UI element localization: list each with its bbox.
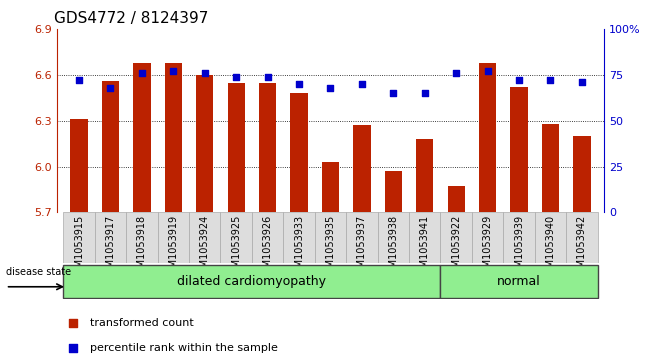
Text: GSM1053925: GSM1053925 (231, 215, 241, 280)
Bar (511, 87, 527, 212)
Text: GSM1053940: GSM1053940 (546, 215, 556, 280)
Point (451, 70, 462, 76)
Point (356, 81, 367, 87)
Bar (126, 212, 158, 263)
Text: GSM1053919: GSM1053919 (168, 215, 178, 280)
Point (325, 85, 336, 91)
Text: GSM1053929: GSM1053929 (482, 215, 493, 280)
Point (105, 85, 116, 91)
Bar (259, 82, 276, 212)
Bar (503, 212, 535, 263)
Point (474, 229, 485, 235)
Bar (479, 63, 497, 212)
Bar (566, 212, 598, 263)
Bar (440, 265, 598, 298)
Text: percentile rank within the sample: percentile rank within the sample (90, 343, 278, 353)
Text: GSM1053937: GSM1053937 (357, 215, 367, 280)
Bar (440, 212, 472, 263)
Bar (134, 63, 150, 212)
Bar (63, 265, 440, 298)
Point (262, 74, 273, 79)
Point (388, 90, 399, 96)
Point (168, 68, 178, 74)
Bar (416, 139, 433, 212)
Bar (227, 82, 245, 212)
Point (136, 70, 147, 76)
Bar (102, 81, 119, 212)
Point (545, 77, 556, 83)
Bar (378, 212, 409, 263)
Text: GSM1053933: GSM1053933 (294, 215, 304, 280)
Point (74, 77, 85, 83)
Bar (322, 162, 339, 212)
Text: GSM1053942: GSM1053942 (577, 215, 587, 280)
Bar (573, 136, 590, 212)
Text: normal: normal (497, 275, 541, 288)
Point (199, 70, 210, 76)
Text: GSM1053922: GSM1053922 (451, 215, 461, 280)
Bar (291, 93, 308, 212)
Bar (448, 186, 465, 212)
Bar (409, 212, 440, 263)
Point (294, 81, 305, 87)
Point (474, 0, 485, 4)
Point (419, 90, 430, 96)
Bar (353, 125, 370, 212)
Text: GSM1053924: GSM1053924 (200, 215, 210, 280)
Text: GSM1053917: GSM1053917 (105, 215, 115, 280)
Bar (472, 212, 503, 263)
Bar (158, 212, 189, 263)
Bar (315, 212, 346, 263)
Text: transformed count: transformed count (90, 318, 194, 328)
Text: GSM1053915: GSM1053915 (74, 215, 84, 280)
Point (231, 74, 242, 79)
Text: disease state: disease state (5, 267, 70, 277)
Bar (164, 63, 182, 212)
Bar (541, 124, 559, 212)
Bar (221, 212, 252, 263)
Text: GSM1053918: GSM1053918 (137, 215, 147, 280)
Text: GSM1053935: GSM1053935 (325, 215, 336, 280)
Text: GSM1053941: GSM1053941 (420, 215, 429, 280)
Bar (283, 212, 315, 263)
Bar (95, 212, 126, 263)
Point (482, 68, 493, 74)
Bar (189, 212, 221, 263)
Point (576, 79, 587, 85)
Text: GDS4772 / 8124397: GDS4772 / 8124397 (54, 12, 209, 26)
Text: dilated cardiomyopathy: dilated cardiomyopathy (177, 275, 326, 288)
Bar (252, 212, 283, 263)
Point (514, 77, 525, 83)
Bar (535, 212, 566, 263)
Bar (346, 212, 378, 263)
Bar (196, 75, 213, 212)
Text: GSM1053938: GSM1053938 (389, 215, 399, 280)
Text: GSM1053926: GSM1053926 (262, 215, 272, 280)
Bar (384, 171, 402, 212)
Bar (63, 212, 95, 263)
Bar (70, 119, 88, 212)
Text: GSM1053939: GSM1053939 (514, 215, 524, 280)
